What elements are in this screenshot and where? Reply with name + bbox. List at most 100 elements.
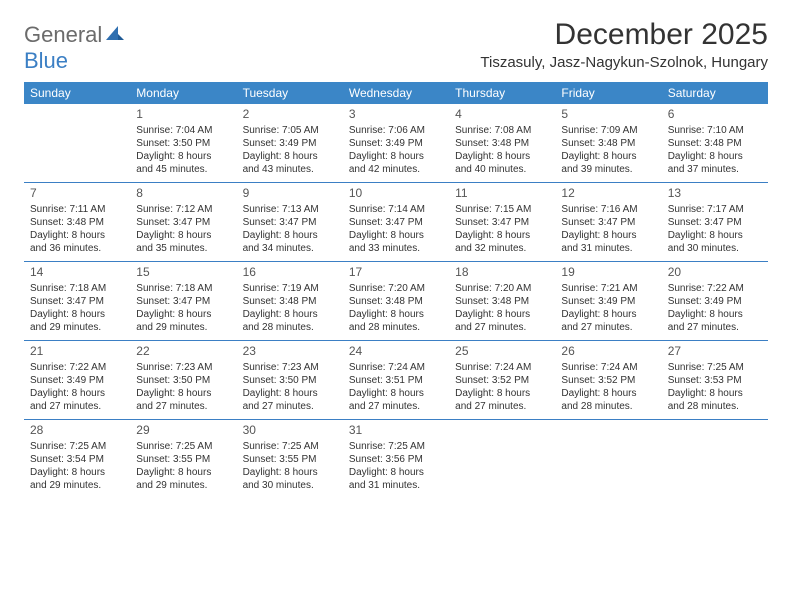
day-cell: 12Sunrise: 7:16 AMSunset: 3:47 PMDayligh… [555,183,661,261]
day-info-line: Daylight: 8 hours [243,466,337,479]
day-info-line: Sunset: 3:47 PM [30,295,124,308]
day-info-line: Sunset: 3:47 PM [136,216,230,229]
day-number: 31 [349,423,443,439]
day-cell [662,420,768,498]
day-number: 13 [668,186,762,202]
weekday-thursday: Thursday [449,82,555,104]
day-info-line: Daylight: 8 hours [30,308,124,321]
day-info-line: Sunset: 3:47 PM [349,216,443,229]
day-info-line: Daylight: 8 hours [243,387,337,400]
weekday-monday: Monday [130,82,236,104]
day-cell: 26Sunrise: 7:24 AMSunset: 3:52 PMDayligh… [555,341,661,419]
day-number: 19 [561,265,655,281]
day-number: 25 [455,344,549,360]
day-info-line: and 39 minutes. [561,163,655,176]
day-number: 14 [30,265,124,281]
day-info-line: Daylight: 8 hours [349,150,443,163]
day-info-line: Sunrise: 7:22 AM [30,361,124,374]
day-info-line: Sunset: 3:47 PM [561,216,655,229]
logo-sail-icon [104,24,124,47]
day-number: 2 [243,107,337,123]
day-info-line: and 27 minutes. [30,400,124,413]
day-number: 30 [243,423,337,439]
logo-text: General Blue [24,22,124,74]
day-info-line: Daylight: 8 hours [30,466,124,479]
day-info-line: Sunrise: 7:21 AM [561,282,655,295]
day-info-line: Sunset: 3:48 PM [455,137,549,150]
day-info-line: Sunrise: 7:25 AM [349,440,443,453]
day-cell: 22Sunrise: 7:23 AMSunset: 3:50 PMDayligh… [130,341,236,419]
day-info-line: Sunset: 3:49 PM [668,295,762,308]
day-info-line: Sunset: 3:51 PM [349,374,443,387]
day-info-line: Daylight: 8 hours [349,466,443,479]
day-number: 24 [349,344,443,360]
day-info-line: Sunrise: 7:24 AM [349,361,443,374]
week-row: 21Sunrise: 7:22 AMSunset: 3:49 PMDayligh… [24,341,768,420]
day-number: 28 [30,423,124,439]
day-number: 16 [243,265,337,281]
weekday-wednesday: Wednesday [343,82,449,104]
day-info-line: Sunrise: 7:10 AM [668,124,762,137]
weekday-header-row: Sunday Monday Tuesday Wednesday Thursday… [24,82,768,104]
day-info-line: Daylight: 8 hours [30,229,124,242]
day-info-line: Daylight: 8 hours [455,308,549,321]
day-info-line: Sunrise: 7:23 AM [136,361,230,374]
day-info-line: Daylight: 8 hours [561,387,655,400]
day-info-line: Sunset: 3:48 PM [455,295,549,308]
day-info-line: Sunrise: 7:05 AM [243,124,337,137]
day-cell: 30Sunrise: 7:25 AMSunset: 3:55 PMDayligh… [237,420,343,498]
day-cell: 31Sunrise: 7:25 AMSunset: 3:56 PMDayligh… [343,420,449,498]
day-info-line: Sunset: 3:48 PM [349,295,443,308]
day-info-line: and 27 minutes. [561,321,655,334]
day-info-line: and 27 minutes. [668,321,762,334]
day-info-line: Sunrise: 7:08 AM [455,124,549,137]
day-cell: 10Sunrise: 7:14 AMSunset: 3:47 PMDayligh… [343,183,449,261]
day-info-line: Daylight: 8 hours [349,308,443,321]
day-number: 21 [30,344,124,360]
day-info-line: and 27 minutes. [243,400,337,413]
day-cell: 1Sunrise: 7:04 AMSunset: 3:50 PMDaylight… [130,104,236,182]
day-number: 9 [243,186,337,202]
logo: General Blue [24,22,124,74]
day-info-line: Sunset: 3:47 PM [243,216,337,229]
day-info-line: Sunrise: 7:19 AM [243,282,337,295]
day-info-line: Sunrise: 7:16 AM [561,203,655,216]
calendar-page: General Blue December 2025 Tiszasuly, Ja… [0,0,792,516]
day-cell: 7Sunrise: 7:11 AMSunset: 3:48 PMDaylight… [24,183,130,261]
day-info-line: Sunset: 3:49 PM [561,295,655,308]
day-cell: 23Sunrise: 7:23 AMSunset: 3:50 PMDayligh… [237,341,343,419]
day-info-line: and 40 minutes. [455,163,549,176]
day-info-line: Sunrise: 7:25 AM [136,440,230,453]
day-info-line: Sunset: 3:53 PM [668,374,762,387]
day-info-line: Daylight: 8 hours [668,229,762,242]
day-info-line: Sunrise: 7:17 AM [668,203,762,216]
day-info-line: Sunset: 3:56 PM [349,453,443,466]
day-info-line: Daylight: 8 hours [243,150,337,163]
day-info-line: Daylight: 8 hours [668,150,762,163]
day-info-line: Sunrise: 7:12 AM [136,203,230,216]
day-info-line: and 27 minutes. [455,400,549,413]
day-number: 6 [668,107,762,123]
day-info-line: Daylight: 8 hours [243,229,337,242]
day-info-line: Daylight: 8 hours [136,308,230,321]
week-row: 28Sunrise: 7:25 AMSunset: 3:54 PMDayligh… [24,420,768,498]
day-info-line: Daylight: 8 hours [349,387,443,400]
day-info-line: Sunrise: 7:25 AM [668,361,762,374]
month-title: December 2025 [480,18,768,52]
day-info-line: and 34 minutes. [243,242,337,255]
day-info-line: Daylight: 8 hours [561,229,655,242]
week-row: 7Sunrise: 7:11 AMSunset: 3:48 PMDaylight… [24,183,768,262]
day-info-line: Sunset: 3:48 PM [561,137,655,150]
day-info-line: Daylight: 8 hours [668,387,762,400]
day-info-line: and 43 minutes. [243,163,337,176]
day-info-line: and 28 minutes. [349,321,443,334]
day-info-line: Daylight: 8 hours [455,150,549,163]
week-row: 14Sunrise: 7:18 AMSunset: 3:47 PMDayligh… [24,262,768,341]
day-number: 1 [136,107,230,123]
location-label: Tiszasuly, Jasz-Nagykun-Szolnok, Hungary [480,54,768,71]
weekday-sunday: Sunday [24,82,130,104]
day-info-line: Daylight: 8 hours [136,466,230,479]
day-info-line: Sunrise: 7:04 AM [136,124,230,137]
day-info-line: Sunrise: 7:06 AM [349,124,443,137]
day-info-line: Sunset: 3:50 PM [243,374,337,387]
